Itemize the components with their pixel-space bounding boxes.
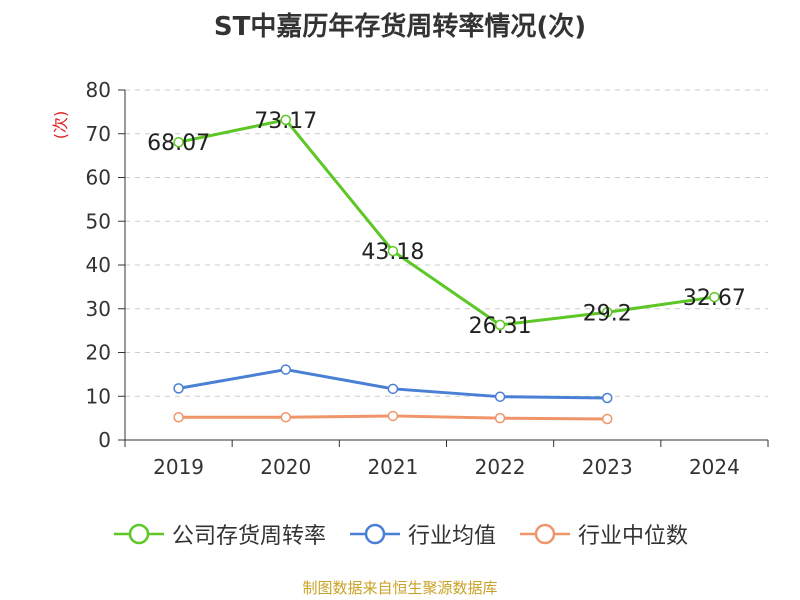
data-point xyxy=(494,391,506,402)
y-tick-label: 30 xyxy=(86,297,111,321)
legend-swatch-marker xyxy=(128,523,150,545)
legend-item[interactable]: 行业中位数 xyxy=(518,518,688,550)
data-point xyxy=(173,136,184,148)
data-label: 43.18 xyxy=(361,240,424,265)
series-layer xyxy=(173,114,720,425)
x-tick-label: 2019 xyxy=(153,455,204,479)
x-tick-label: 2022 xyxy=(475,455,526,479)
data-label: 26.31 xyxy=(469,314,532,339)
data-point xyxy=(280,364,291,375)
x-tick-label: 2024 xyxy=(689,455,740,479)
label-layer: 68.07 73.17 43.18 26.31 29.2 32.67 xyxy=(147,109,746,339)
x-tick-label: 2020 xyxy=(260,455,311,479)
data-point xyxy=(280,412,291,423)
y-tick-label: 80 xyxy=(86,78,111,102)
data-label: 68.07 xyxy=(147,131,210,156)
legend-swatch-icon xyxy=(349,523,400,545)
y-tick-label: 60 xyxy=(86,166,111,190)
data-point xyxy=(494,319,506,331)
legend-swatch-icon xyxy=(520,523,570,545)
x-tick-label: 2023 xyxy=(582,455,633,479)
legend-label: 行业均值 xyxy=(407,524,496,549)
y-tick-label: 20 xyxy=(86,341,111,365)
y-tick-label: 70 xyxy=(86,122,111,146)
legend: 公司存货周转率 行业均值 行业中位数 xyxy=(0,518,800,550)
axis-layer: 0 10 20 30 40 50 60 70 80 2019 2020 2021 2022 2023 202… xyxy=(51,78,769,479)
data-point xyxy=(173,412,184,423)
data-point xyxy=(173,383,184,394)
legend-item[interactable]: 行业均值 xyxy=(348,518,496,550)
data-point xyxy=(280,114,291,126)
legend-label: 公司存货周转率 xyxy=(171,524,326,549)
data-label: 32.67 xyxy=(683,286,746,311)
legend-label: 行业中位数 xyxy=(578,524,689,549)
legend-swatch-marker xyxy=(364,523,386,545)
grid-layer xyxy=(125,89,768,397)
legend-swatch-icon xyxy=(113,523,164,545)
y-tick-label: 50 xyxy=(86,209,111,233)
data-point xyxy=(602,392,613,404)
source-note: 制图数据来自恒生聚源数据库 xyxy=(302,579,498,597)
y-tick-label: 10 xyxy=(86,384,111,408)
data-point xyxy=(387,410,399,422)
legend-swatch-marker xyxy=(534,523,556,545)
legend-item[interactable]: 公司存货周转率 xyxy=(112,518,326,550)
x-tick-label: 2021 xyxy=(367,455,418,479)
y-tick-label: 40 xyxy=(86,253,111,277)
data-point xyxy=(494,412,506,424)
data-point xyxy=(387,383,399,395)
data-point xyxy=(387,245,399,257)
chart-title: ST中嘉历年存货周转率情况(次) xyxy=(213,12,587,42)
data-label: 29.2 xyxy=(583,301,632,326)
data-point xyxy=(602,307,613,318)
data-label: 73.17 xyxy=(254,109,317,134)
y-tick-label: 0 xyxy=(98,428,111,452)
data-point xyxy=(602,413,613,425)
data-point xyxy=(709,291,720,303)
series-line xyxy=(178,118,715,327)
y-axis-label: (次) xyxy=(51,111,70,140)
